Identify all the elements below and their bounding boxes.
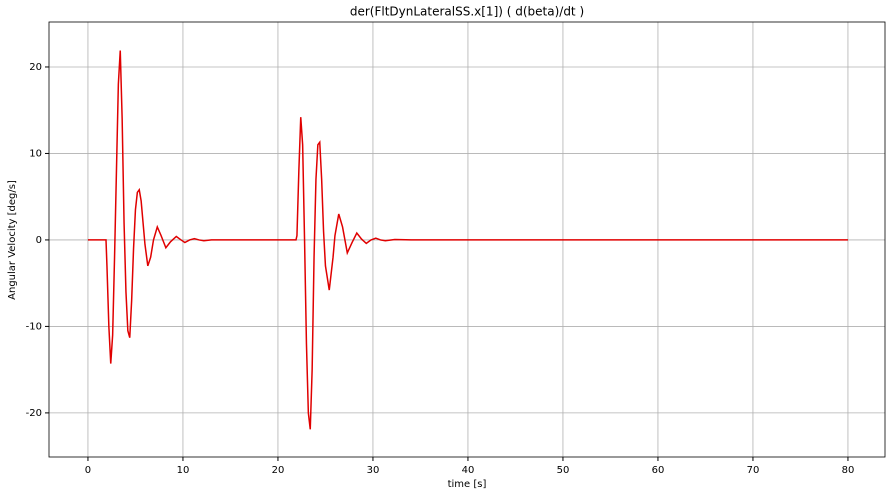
x-tick-label: 70	[747, 465, 760, 476]
x-tick-label: 60	[652, 465, 665, 476]
data-line	[87, 50, 848, 430]
y-tick-label: -20	[26, 408, 42, 419]
x-tick-label: 80	[842, 465, 855, 476]
x-tick-label: 20	[272, 465, 285, 476]
chart-title: der(FltDynLateralSS.x[1]) ( d(beta)/dt )	[350, 5, 584, 19]
y-tick-label: 20	[29, 62, 42, 73]
x-tick-label: 30	[367, 465, 380, 476]
plot-frame	[48, 21, 886, 458]
y-tick-label: 0	[36, 235, 42, 246]
x-tick-label: 40	[462, 465, 475, 476]
y-tick-label: -10	[26, 321, 42, 332]
x-tick-label: 10	[177, 465, 190, 476]
x-tick-label: 0	[85, 465, 91, 476]
y-tick-label: 10	[29, 148, 42, 159]
x-axis-label: time [s]	[448, 479, 487, 490]
x-tick-label: 50	[557, 465, 570, 476]
y-axis-label: Angular Velocity [deg/s]	[7, 180, 18, 300]
